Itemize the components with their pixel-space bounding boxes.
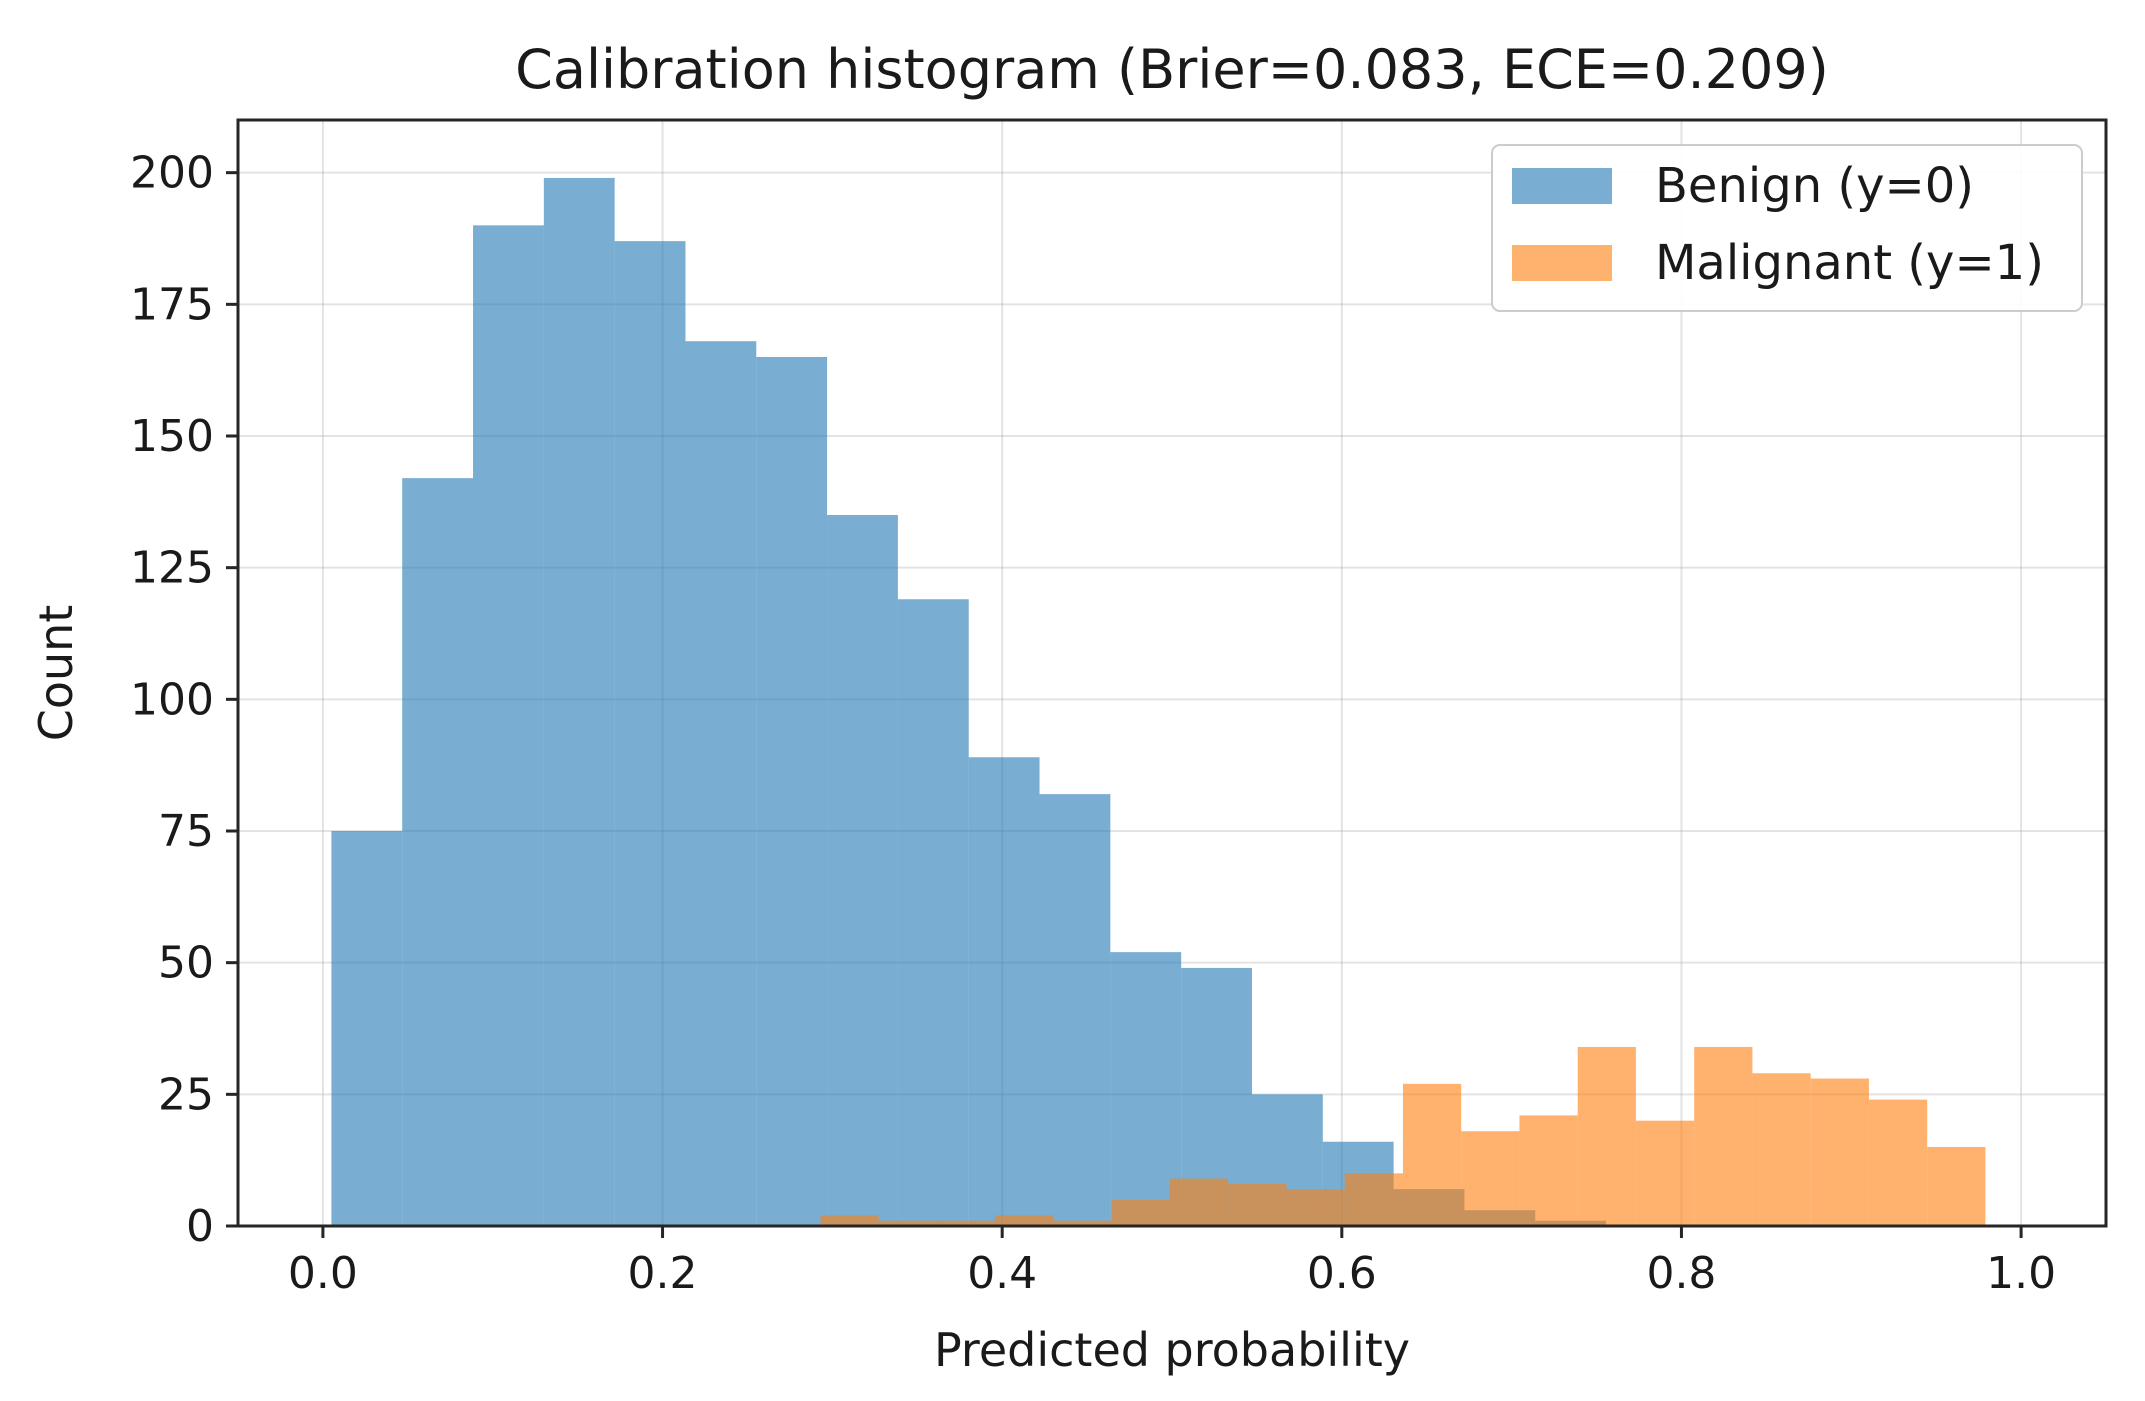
x-tick-label-5: 1.0 [1986,1248,2056,1299]
y-tick-label-4: 100 [130,674,214,725]
series-1-bars [820,1046,1986,1226]
series-0-bar-3 [543,177,615,1226]
series-1-bar-8 [1286,1189,1345,1226]
x-tick-label-1: 0.2 [628,1248,698,1299]
plot-frame [236,118,2108,1228]
series-1-bar-14 [1635,1120,1695,1226]
y-tick-label-5: 125 [130,543,214,594]
series-0-bar-1 [402,478,474,1227]
series-1-bar-16 [1752,1073,1811,1226]
x-tick-label-0: 0.0 [288,1248,358,1299]
x-axis-label: Predicted probability [934,1323,1410,1377]
series-1-bar-6 [1169,1178,1229,1226]
series-1-bar-7 [1228,1183,1287,1226]
series-1-bar-17 [1810,1078,1869,1226]
x-tick-label-2: 0.4 [967,1248,1037,1299]
y-tick-label-3: 75 [158,806,214,857]
series-1-bar-12 [1519,1115,1578,1226]
legend-swatch-malignant [1512,245,1612,281]
series-1-bar-1 [878,1220,937,1226]
legend-swatch-benign [1512,168,1612,204]
series-1-bar-3 [995,1215,1054,1226]
series-0-bar-10 [1039,794,1111,1226]
series-0-bars [331,177,1607,1227]
histogram-bars [331,177,1986,1227]
series-0-bar-8 [897,599,969,1226]
series-1-bar-19 [1927,1147,1986,1226]
x-tick-label-3: 0.6 [1307,1248,1377,1299]
y-axis-label: Count [29,605,83,742]
series-1-bar-2 [936,1220,996,1226]
series-0-bar-11 [1110,952,1182,1226]
y-tick-label-0: 0 [186,1201,214,1252]
series-0-bar-4 [614,241,686,1227]
series-1-bar-11 [1461,1131,1520,1226]
y-tick-label-7: 175 [130,279,214,330]
y-tick-label-1: 25 [158,1069,214,1120]
legend-box [1491,144,2083,312]
series-1-bar-13 [1577,1046,1636,1226]
axis-ticks: 0.0 0.2 0.4 0.6 0.8 1.0 0 25 50 75 100 125 150 175 200 [130,148,2056,1299]
series-0-bar-9 [968,757,1040,1226]
series-0-bar-5 [685,341,757,1226]
series-0-bar-6 [756,357,828,1226]
series-1-bar-4 [1053,1220,1112,1226]
series-0-bar-0 [331,831,403,1226]
y-tick-label-8: 200 [130,148,214,199]
y-tick-label-6: 150 [130,411,214,462]
series-1-bar-10 [1402,1083,1462,1226]
y-tick-label-2: 50 [158,938,214,989]
series-1-bar-5 [1111,1199,1170,1226]
series-1-bar-0 [820,1215,879,1226]
x-tick-label-4: 0.8 [1646,1248,1716,1299]
chart-title: Calibration histogram (Brier=0.083, ECE=… [515,38,1829,101]
series-1-bar-18 [1868,1099,1928,1226]
legend-label-benign: Benign (y=0) [1655,158,1974,214]
series-0-bar-7 [827,515,898,1226]
series-1-bar-15 [1694,1046,1753,1226]
legend-label-malignant: Malignant (y=1) [1655,235,2044,291]
series-0-bar-2 [473,225,544,1227]
series-1-bar-9 [1344,1173,1403,1226]
legend: Benign (y=0) Malignant (y=1) [1491,144,2083,312]
